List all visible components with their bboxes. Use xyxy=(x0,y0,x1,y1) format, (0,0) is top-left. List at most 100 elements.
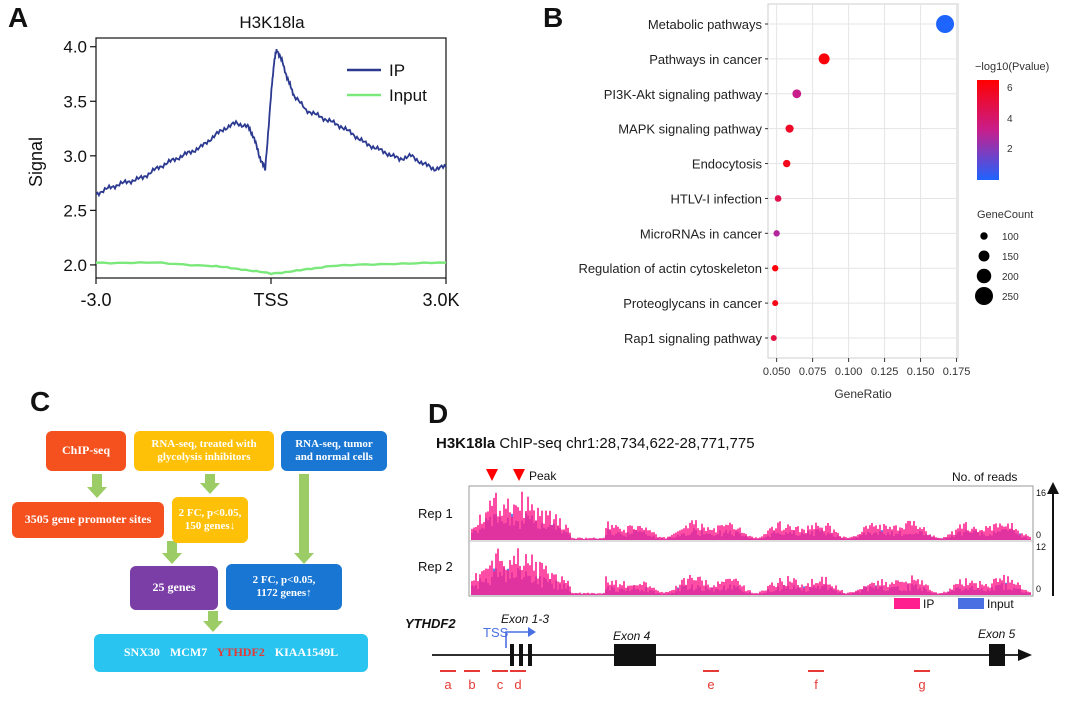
ip-signal-bar xyxy=(785,528,787,540)
ip-signal-bar xyxy=(749,535,751,540)
ip-signal-bar xyxy=(875,525,877,540)
ip-signal-bar xyxy=(987,586,989,595)
ip-signal-bar xyxy=(761,590,763,595)
data-point xyxy=(773,230,780,237)
ip-signal-bar xyxy=(1007,523,1009,540)
data-point xyxy=(936,15,955,33)
ip-signal-bar xyxy=(599,593,601,595)
ip-signal-bar xyxy=(817,583,819,595)
ip-signal-bar xyxy=(973,583,975,595)
ip-signal-bar xyxy=(695,520,697,540)
ip-signal-bar xyxy=(479,574,481,595)
ip-signal-bar xyxy=(531,554,533,595)
x-tick-label: 3.0Kb xyxy=(422,290,460,310)
chart-a-y-axis-label: Signal xyxy=(26,137,46,187)
ip-signal-bar xyxy=(489,565,491,595)
ip-signal-bar xyxy=(615,580,617,595)
ip-signal-bar xyxy=(493,497,495,540)
ip-signal-bar xyxy=(723,581,725,595)
category-label: PI3K-Akt signaling pathway xyxy=(604,87,763,102)
rna-seq-tumor-box: RNA-seq, tumor and normal cells xyxy=(281,431,387,471)
ip-signal-bar xyxy=(761,536,763,540)
ip-signal-bar xyxy=(967,530,969,540)
ip-signal-bar xyxy=(629,525,631,540)
ip-signal-bar xyxy=(609,529,611,540)
ip-signal-bar xyxy=(641,585,643,595)
ip-signal-bar xyxy=(817,525,819,540)
panel-a-line-chart: H3K18la Signal 2.0 2.5 3.0 3.5 4.0 -3.0 TSS 3.… xyxy=(26,13,460,310)
ip-signal-bar xyxy=(617,587,619,595)
ip-signal-bar xyxy=(889,584,891,595)
gene-mcm7: MCM7 xyxy=(169,645,208,660)
panel-d-letter: D xyxy=(428,398,449,429)
ip-signal-bar xyxy=(895,580,897,595)
ip-signal-bar xyxy=(495,492,497,540)
colorbar-tick-4: 4 xyxy=(1007,114,1013,125)
ip-signal-bar xyxy=(779,578,781,595)
ip-signal-bar xyxy=(653,587,655,595)
panel-a-letter: A xyxy=(8,2,29,33)
flow-arrow-head xyxy=(87,487,107,498)
ip-signal-bar xyxy=(953,584,955,595)
ip-signal-bar xyxy=(937,537,939,540)
exon4-label: Exon 4 xyxy=(613,629,651,643)
ip-signal-bar xyxy=(595,593,597,595)
flow-arrow-head xyxy=(203,621,223,632)
ip-signal-bar xyxy=(897,530,899,540)
ip-signal-bar xyxy=(535,520,537,540)
ip-signal-bar xyxy=(709,529,711,540)
ip-signal-bar xyxy=(559,518,561,540)
ip-signal-bar xyxy=(913,521,915,540)
promoter-sites-box: 3505 gene promoter sites xyxy=(12,502,164,538)
ip-signal-bar xyxy=(1017,582,1019,595)
ip-signal-bar xyxy=(487,568,489,595)
ip-signal-bar xyxy=(635,529,637,540)
data-point xyxy=(783,159,791,168)
ip-signal-bar xyxy=(811,578,813,595)
ip-signal-bar xyxy=(819,581,821,595)
tss-arrow xyxy=(505,631,528,648)
ip-signal-bar xyxy=(787,576,789,595)
ip-signal-bar xyxy=(567,580,569,595)
ip-signal-bar xyxy=(847,592,849,595)
ip-signal-bar xyxy=(553,519,555,540)
ip-signal-bar xyxy=(505,508,507,540)
ip-signal-bar xyxy=(491,560,493,595)
ip-signal-bar xyxy=(1009,582,1011,595)
category-label: Proteoglycans in cancer xyxy=(623,296,762,311)
ip-signal-bar xyxy=(791,582,793,595)
ip-signal-bar xyxy=(611,525,613,540)
ip-signal-bar xyxy=(525,511,527,540)
category-label: MicroRNAs in cancer xyxy=(640,226,763,241)
ip-signal-bar xyxy=(687,528,689,540)
ip-signal-bar xyxy=(1019,585,1021,595)
data-point xyxy=(792,89,802,99)
ip-signal-bar xyxy=(847,538,849,540)
ip-signal-bar xyxy=(539,561,541,595)
ip-signal-bar xyxy=(615,525,617,540)
ip-signal-bar xyxy=(1003,574,1005,595)
legend-ip-track: IP xyxy=(923,597,934,611)
ip-signal-bar xyxy=(803,529,805,540)
ip-signal-bar xyxy=(1015,529,1017,540)
ip-signal-bar xyxy=(991,583,993,595)
y-tick-label: 2.0 xyxy=(63,256,87,275)
scale-rep2-max: 12 xyxy=(1036,542,1046,552)
ip-signal-bar xyxy=(545,510,547,540)
ip-signal-bar xyxy=(563,580,565,595)
ip-signal-bar xyxy=(675,532,677,540)
ip-signal-bar xyxy=(841,590,843,595)
ip-signal-bar xyxy=(597,538,599,540)
ip-signal-bar xyxy=(933,535,935,540)
ip-signal-bar xyxy=(919,527,921,540)
ip-signal-bar xyxy=(711,587,713,595)
ip-signal-bar xyxy=(711,530,713,540)
ip-signal-bar xyxy=(625,532,627,540)
ip-signal-bar xyxy=(933,592,935,595)
size-legend-dot xyxy=(980,232,988,240)
ip-signal-bar xyxy=(1027,591,1029,595)
rna-tumor-line1: RNA-seq, tumor xyxy=(295,438,373,451)
ip-signal-bar xyxy=(869,583,871,595)
ip-signal-bar xyxy=(693,524,695,540)
ip-signal-bar xyxy=(639,584,641,595)
